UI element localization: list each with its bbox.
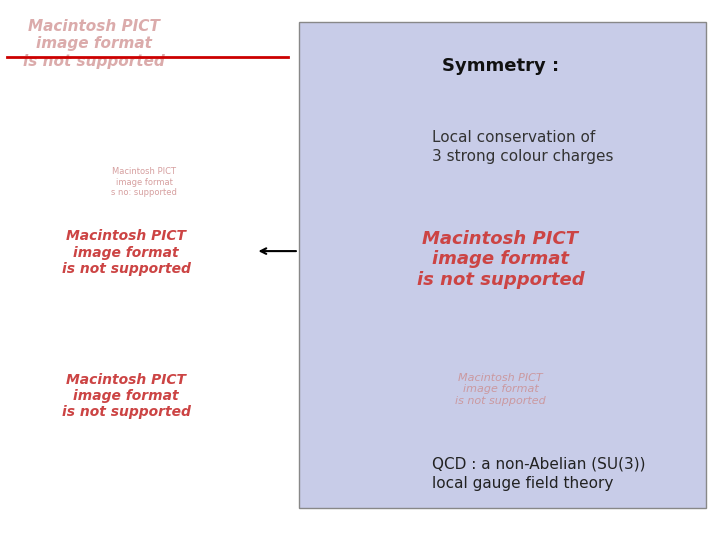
Text: Macintosh PICT
image format
s no: supported: Macintosh PICT image format s no: suppor… [111,167,177,197]
Text: Symmetry :: Symmetry : [442,57,559,75]
Text: QCD : a non-Abelian (SU(3))
local gauge field theory: QCD : a non-Abelian (SU(3)) local gauge … [432,456,646,491]
Text: Macintosh PICT
image format
is not supported: Macintosh PICT image format is not suppo… [455,373,546,406]
Text: Local conservation of
3 strong colour charges: Local conservation of 3 strong colour ch… [432,130,613,164]
FancyBboxPatch shape [299,22,706,508]
Text: Macintosh PICT
image format
is not supported: Macintosh PICT image format is not suppo… [417,230,584,289]
Text: Macintosh PICT
image format
is not supported: Macintosh PICT image format is not suppo… [62,373,190,419]
Text: Macintosh PICT
image format
is not supported: Macintosh PICT image format is not suppo… [23,19,164,69]
Text: Macintosh PICT
image format
is not supported: Macintosh PICT image format is not suppo… [62,230,190,276]
